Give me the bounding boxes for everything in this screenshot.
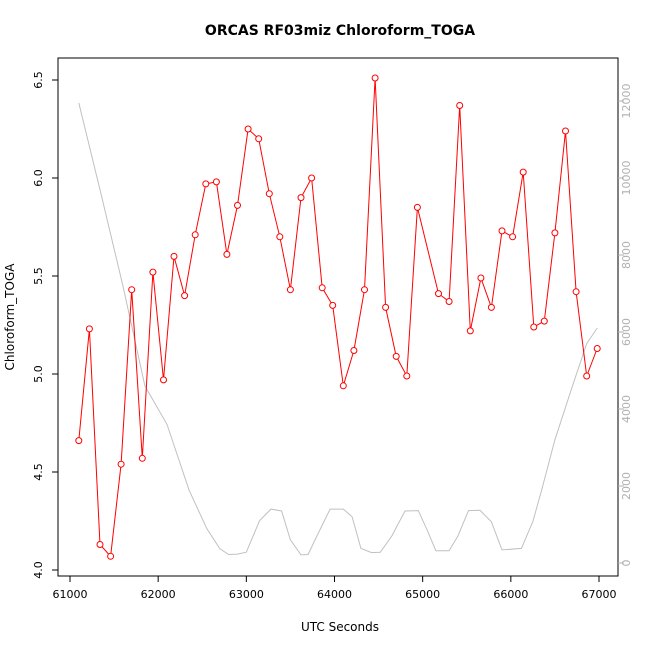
altitude-line [78, 102, 598, 556]
data-point [255, 135, 263, 143]
data-point [286, 286, 294, 294]
data-point [107, 552, 115, 560]
data-point [244, 125, 252, 133]
data-point [477, 274, 485, 282]
data-point [265, 190, 273, 198]
data-point [276, 233, 284, 241]
data-point [117, 460, 125, 468]
data-point [96, 541, 104, 548]
data-point [223, 250, 231, 258]
x-tick-label: 63000 [229, 588, 264, 601]
y2-tick-label: 12000 [620, 84, 633, 119]
y-tick-label: 6.5 [32, 71, 45, 89]
data-point [540, 317, 548, 325]
data-point [466, 327, 474, 335]
data-point [308, 174, 316, 182]
y2-tick-label: 10000 [620, 161, 633, 196]
data-point [572, 288, 580, 296]
plot-frame [57, 57, 619, 577]
x-axis-label: UTC Seconds [301, 620, 379, 634]
data-point [498, 227, 506, 235]
x-tick-label: 66000 [493, 588, 528, 601]
data-point [530, 323, 538, 331]
data-point [593, 345, 601, 352]
data-point [562, 127, 569, 135]
data-point [234, 201, 241, 209]
data-point [181, 292, 189, 300]
y-tick-label: 4.0 [32, 561, 45, 579]
y-axis-label: Chloroform_TOGA [3, 263, 17, 371]
data-point [339, 382, 347, 390]
chart-title: ORCAS RF03miz Chloroform_TOGA [205, 23, 475, 39]
data-point [435, 290, 442, 298]
data-point [487, 303, 495, 311]
data-point [583, 372, 591, 380]
y-tick-label: 5.5 [32, 267, 45, 285]
data-point [445, 298, 453, 305]
y2-tick-label: 4000 [620, 395, 633, 423]
data-point [149, 268, 157, 276]
data-point [75, 437, 83, 445]
y2-tick-label: 8000 [620, 241, 633, 269]
x-tick-label: 65000 [405, 588, 440, 601]
data-point [138, 454, 146, 462]
data-point [212, 178, 220, 186]
y-axis-left: 4.0 4.5 5.0 5.5 6.0 6.5 [32, 71, 58, 579]
data-point [202, 180, 210, 188]
y2-tick-label: 0 [620, 560, 633, 567]
y-axis-right: 0 2000 4000 6000 8000 10000 12000 [618, 84, 633, 567]
x-tick-label: 64000 [317, 588, 352, 601]
data-point [551, 229, 559, 237]
data-point [371, 74, 379, 82]
data-point [456, 102, 464, 109]
y-tick-label: 4.5 [32, 463, 45, 481]
data-point [318, 284, 326, 292]
data-point [403, 372, 411, 380]
data-point [392, 352, 400, 360]
data-point [191, 231, 199, 239]
data-point [350, 347, 358, 354]
y2-tick-label: 6000 [620, 318, 633, 346]
data-point [170, 252, 178, 260]
data-point [509, 233, 517, 241]
y-tick-label: 6.0 [32, 169, 45, 187]
data-point [297, 194, 305, 202]
altitude-series [78, 102, 598, 556]
data-point [361, 286, 368, 294]
x-tick-label: 67000 [582, 588, 617, 601]
data-point [519, 168, 527, 176]
x-tick-label: 61000 [53, 588, 88, 601]
y-tick-label: 5.0 [32, 365, 45, 383]
data-point [160, 376, 167, 384]
data-point [128, 286, 136, 294]
data-point [329, 301, 337, 309]
data-point [382, 303, 390, 311]
data-point [85, 325, 93, 333]
y2-tick-label: 2000 [620, 472, 633, 500]
x-tick-label: 62000 [141, 588, 176, 601]
data-point [413, 203, 421, 211]
x-axis: 61000 62000 63000 64000 65000 66000 67000 [53, 576, 617, 601]
chloroform-series [75, 74, 601, 560]
